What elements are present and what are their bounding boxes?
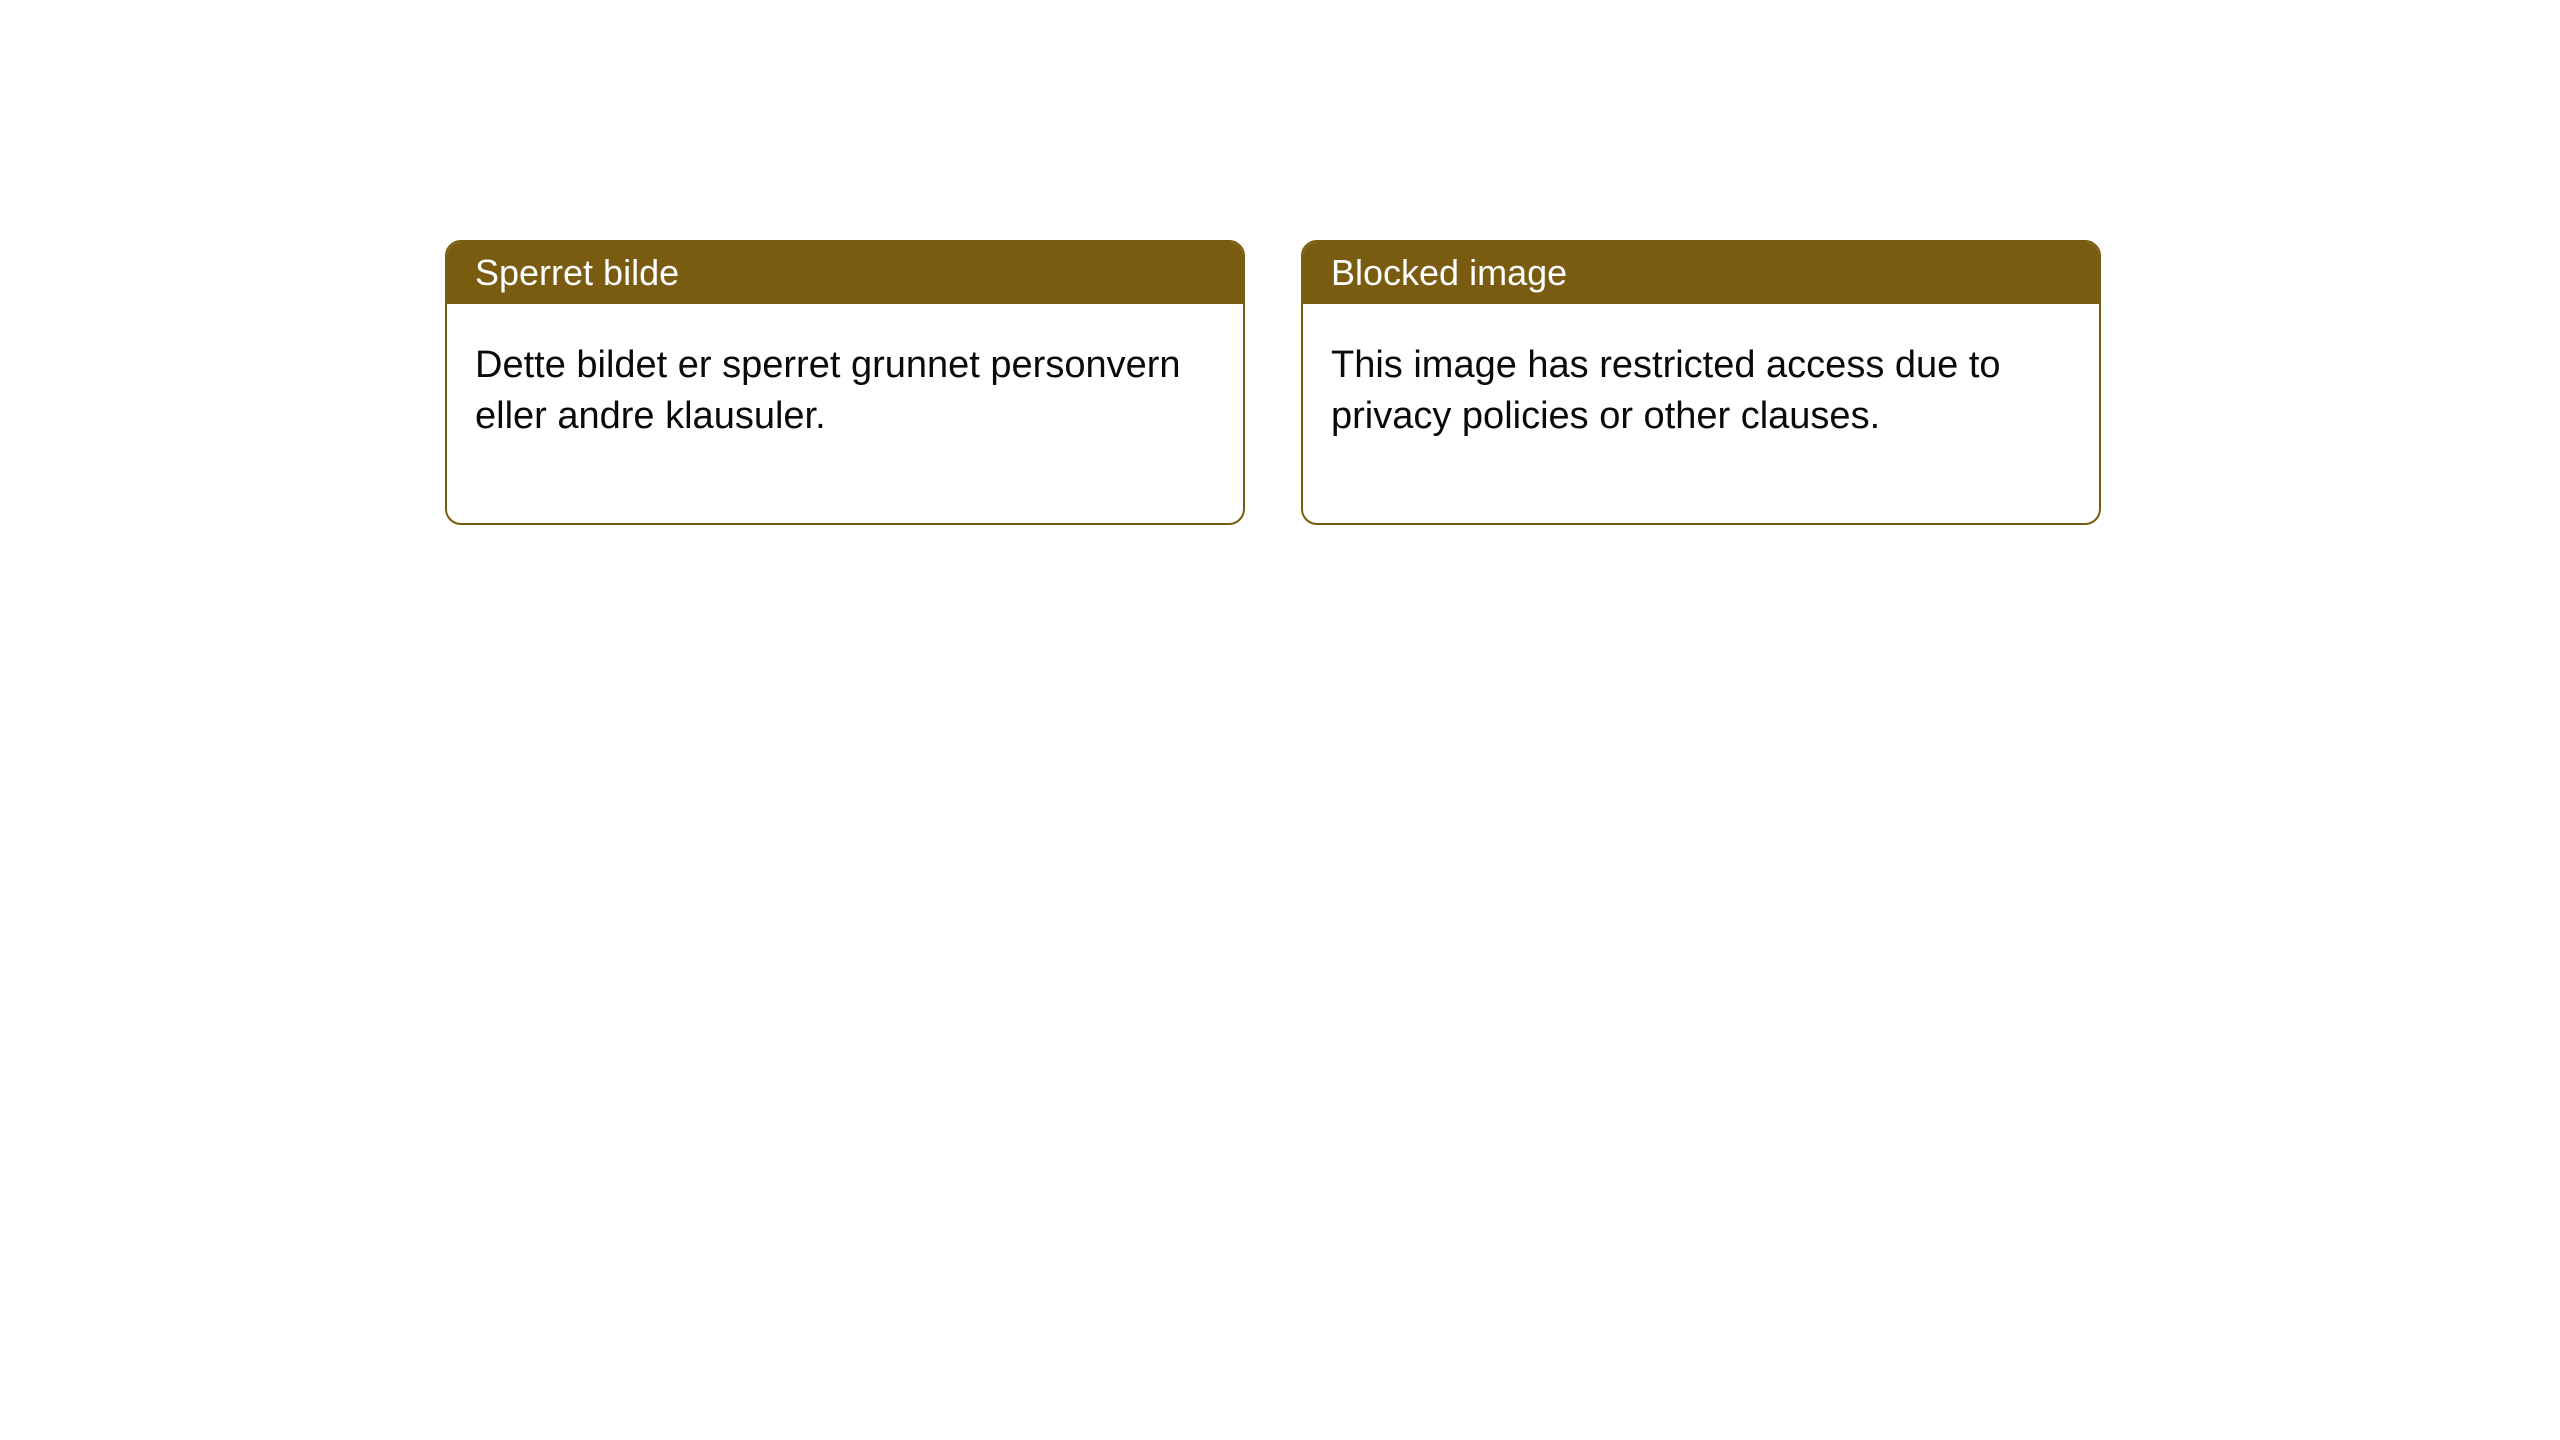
card-title: Blocked image — [1331, 252, 1567, 293]
blocked-image-card-en: Blocked image This image has restricted … — [1301, 240, 2101, 525]
card-header: Blocked image — [1303, 242, 2099, 304]
card-body: This image has restricted access due to … — [1303, 304, 2099, 523]
card-body: Dette bildet er sperret grunnet personve… — [447, 304, 1243, 523]
card-header: Sperret bilde — [447, 242, 1243, 304]
cards-container: Sperret bilde Dette bildet er sperret gr… — [0, 0, 2560, 525]
card-body-text: This image has restricted access due to … — [1331, 344, 2001, 437]
blocked-image-card-no: Sperret bilde Dette bildet er sperret gr… — [445, 240, 1245, 525]
card-body-text: Dette bildet er sperret grunnet personve… — [475, 344, 1181, 437]
card-title: Sperret bilde — [475, 252, 679, 293]
